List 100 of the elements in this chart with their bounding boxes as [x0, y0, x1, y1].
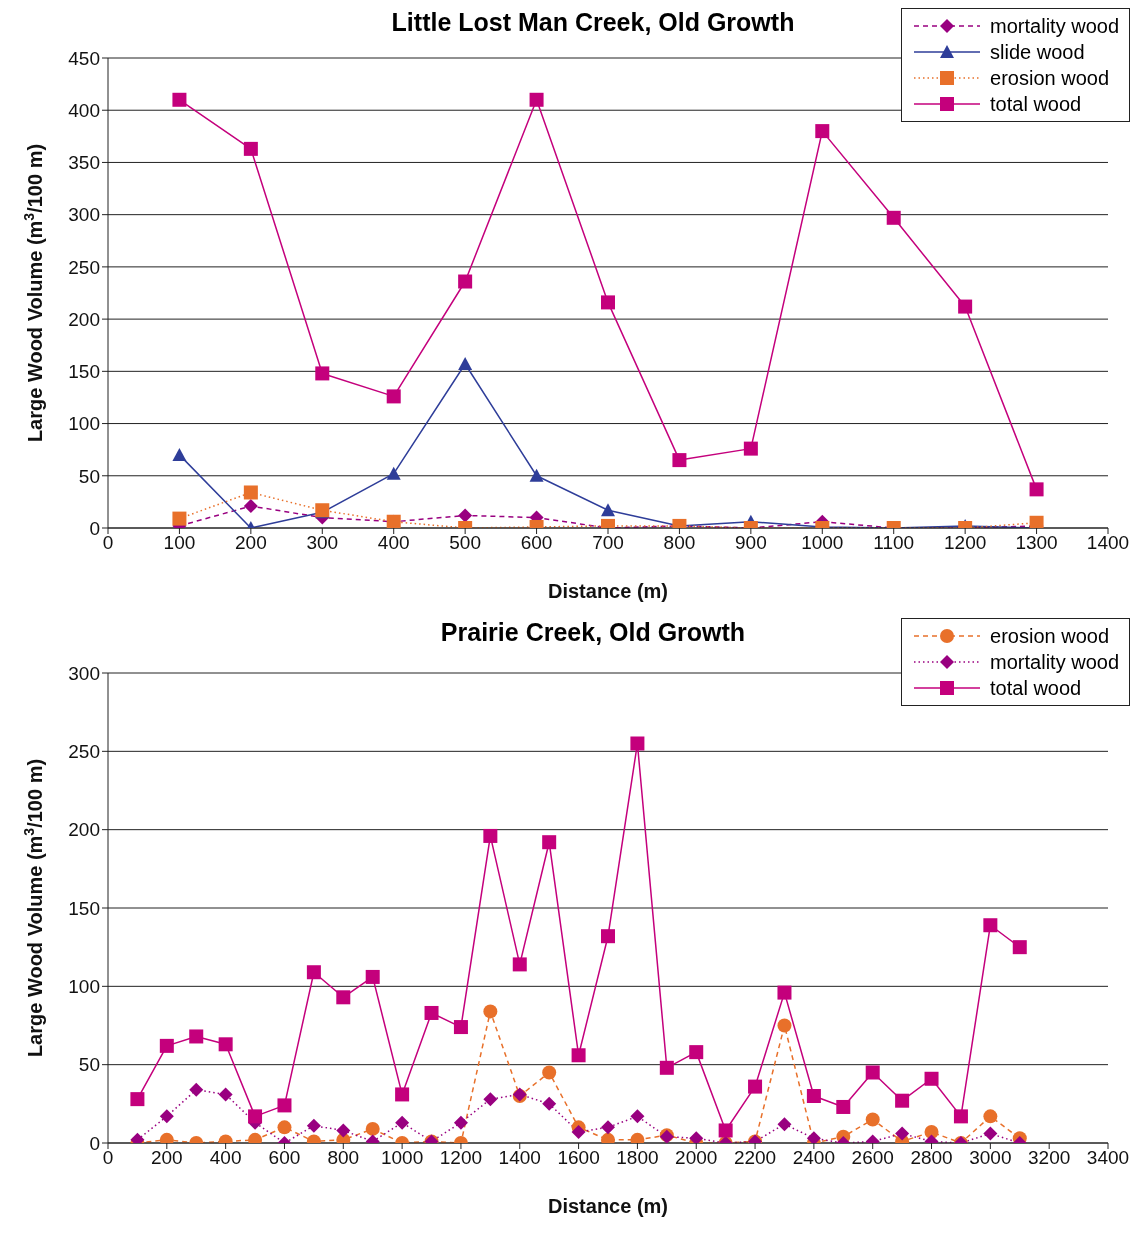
- legend-label: erosion wood: [990, 624, 1110, 648]
- point: [601, 1120, 615, 1135]
- y-tick-label: 100: [68, 976, 100, 998]
- point: [453, 1115, 468, 1130]
- x-tick-label: 200: [150, 1147, 183, 1169]
- chart-title: Prairie Creek, Old Growth: [440, 618, 746, 646]
- point: [630, 1109, 645, 1124]
- y-tick-label: 50: [78, 465, 100, 487]
- point: [395, 1087, 410, 1102]
- x-tick-label: 1000: [380, 1147, 424, 1169]
- point: [1012, 940, 1027, 955]
- y-tick-label: 250: [68, 741, 100, 763]
- x-tick-label: 400: [377, 532, 410, 554]
- point: [924, 1071, 939, 1086]
- point: [718, 1123, 733, 1138]
- point: [958, 299, 973, 314]
- point: [243, 485, 258, 500]
- point: [601, 929, 615, 944]
- x-tick-label: 800: [327, 1147, 360, 1169]
- point: [483, 1004, 498, 1019]
- x-tick-label: 2200: [733, 1147, 777, 1169]
- point: [542, 1065, 557, 1080]
- point: [815, 124, 830, 139]
- point: [777, 1018, 792, 1033]
- point: [189, 1082, 204, 1097]
- x-tick-label: 300: [306, 532, 339, 554]
- point: [659, 1060, 674, 1075]
- point: [386, 466, 401, 480]
- point: [689, 1045, 704, 1060]
- point: [172, 92, 187, 107]
- point: [172, 447, 187, 461]
- point: [458, 357, 473, 371]
- point: [458, 274, 473, 289]
- y-tick-label: 250: [68, 256, 100, 278]
- y-tick-label: 0: [89, 517, 100, 539]
- point: [777, 1117, 792, 1132]
- point: [189, 1029, 204, 1044]
- point: [983, 1126, 998, 1141]
- point: [806, 1131, 821, 1143]
- point: [336, 1123, 351, 1138]
- x-tick-label: 2400: [792, 1147, 836, 1169]
- x-axis-title: Distance (m): [547, 1195, 669, 1217]
- point: [571, 1125, 586, 1140]
- point: [395, 1115, 410, 1130]
- point: [458, 508, 473, 523]
- point: [836, 1099, 851, 1114]
- point: [630, 736, 645, 751]
- y-tick-label: 450: [68, 47, 100, 69]
- point: [248, 1109, 263, 1124]
- point: [953, 1109, 968, 1124]
- x-tick-label: 1300: [1015, 532, 1058, 554]
- point: [277, 1120, 292, 1135]
- point: [529, 92, 544, 107]
- x-tick-label: 3000: [969, 1147, 1012, 1169]
- y-tick-label: 400: [68, 99, 100, 121]
- point: [483, 1092, 498, 1107]
- point: [365, 969, 380, 984]
- point: [365, 1121, 380, 1136]
- point: [1029, 482, 1044, 497]
- point: [218, 1087, 233, 1102]
- point: [983, 918, 998, 933]
- point: [243, 499, 258, 514]
- point: [453, 1020, 468, 1035]
- point: [672, 453, 687, 468]
- x-tick-label: 1600: [557, 1147, 600, 1169]
- point: [865, 1112, 880, 1127]
- point: [159, 1038, 174, 1053]
- y-tick-label: 300: [68, 662, 100, 684]
- legend-label: total wood: [990, 676, 1082, 700]
- point: [542, 1096, 557, 1111]
- x-tick-label: 800: [663, 532, 696, 554]
- point: [218, 1037, 233, 1052]
- point: [601, 503, 615, 517]
- point: [529, 468, 544, 482]
- y-tick-label: 350: [68, 152, 100, 174]
- y-tick-label: 0: [89, 1132, 100, 1154]
- x-tick-label: 3200: [1028, 1147, 1071, 1169]
- point: [806, 1089, 821, 1103]
- x-tick-label: 100: [163, 532, 196, 554]
- legend-label: mortality wood: [990, 14, 1119, 38]
- x-tick-label: 1200: [944, 532, 987, 554]
- y-tick-label: 50: [78, 1054, 100, 1076]
- legend-label: slide wood: [990, 40, 1085, 64]
- point: [386, 389, 401, 404]
- x-tick-label: 2000: [675, 1147, 718, 1169]
- x-tick-label: 1200: [439, 1147, 483, 1169]
- legend-label: total wood: [990, 92, 1082, 116]
- point: [895, 1126, 910, 1141]
- point: [895, 1093, 910, 1108]
- point: [483, 828, 498, 843]
- point: [336, 990, 351, 1005]
- y-tick-label: 150: [68, 897, 100, 919]
- legend-label: mortality wood: [990, 650, 1119, 674]
- point: [542, 835, 557, 850]
- point: [748, 1079, 763, 1094]
- point: [277, 1098, 292, 1113]
- y-tick-label: 100: [68, 413, 100, 435]
- point: [306, 965, 321, 980]
- x-tick-label: 500: [449, 532, 481, 554]
- x-axis-title: Distance (m): [547, 580, 669, 602]
